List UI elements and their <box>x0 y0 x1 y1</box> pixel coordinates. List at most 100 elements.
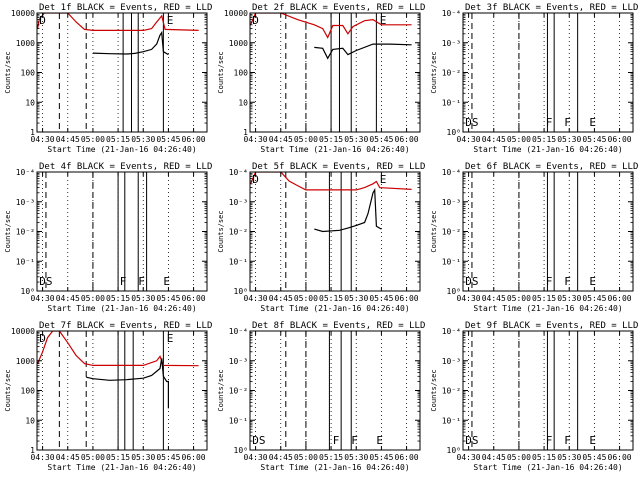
x-tick-label: 05:30 <box>344 135 368 144</box>
y-tick-label: 10⁻¹ <box>229 416 248 425</box>
plot-area: DS F F E <box>465 172 620 291</box>
x-tick-label: 05:00 <box>507 453 531 462</box>
event-marker-label: E <box>380 173 387 186</box>
series-line-lld <box>250 13 412 39</box>
y-tick-label: 10⁻³ <box>229 198 248 207</box>
x-tick-label: 05:00 <box>294 294 318 303</box>
y-tick-label: 10⁻¹ <box>16 257 35 266</box>
y-tick-label: 10⁻⁴ <box>229 168 248 177</box>
x-tick-label: 04:45 <box>482 135 506 144</box>
x-tick-label: 06:00 <box>395 135 419 144</box>
x-tick-label: 05:30 <box>344 294 368 303</box>
x-axis-label: Start Time (21-Jan-16 04:26:40) <box>260 304 409 313</box>
x-tick-label: 05:30 <box>344 453 368 462</box>
plot-area: DS F F E <box>252 331 407 450</box>
y-tick-label: 10⁻³ <box>442 198 461 207</box>
y-tick-label: 10⁰ <box>447 446 461 455</box>
chart-panel-6: Det 6f BLACK = Events, RED = LLD Counts/s… <box>430 162 638 313</box>
chart-panel-8: Det 8f BLACK = Events, RED = LLD Counts/s… <box>217 321 425 472</box>
x-tick-label: 04:30 <box>244 135 268 144</box>
panel-title: Det 5f BLACK = Events, RED = LLD <box>252 162 425 172</box>
series-line-events <box>92 30 169 56</box>
y-tick-label: 10⁰ <box>447 128 461 137</box>
plot-frame <box>462 171 634 292</box>
event-marker-label: E <box>589 434 596 447</box>
panel-title: Det 8f BLACK = Events, RED = LLD <box>252 321 425 331</box>
y-tick-label: 10⁻³ <box>442 357 461 366</box>
event-marker-label: E <box>380 14 387 27</box>
x-tick-label: 06:00 <box>182 135 206 144</box>
plot-frame <box>36 12 208 133</box>
plot-frame <box>462 12 634 133</box>
x-tick-label: 05:30 <box>557 135 581 144</box>
x-axis-label: Start Time (21-Jan-16 04:26:40) <box>260 145 409 154</box>
y-tick-label: 10⁻² <box>442 69 461 78</box>
chart-panel-7: Det 7f BLACK = Events, RED = LLD Counts/s… <box>4 321 212 472</box>
chart-panel-5: Det 5f BLACK = Events, RED = LLD Counts/s… <box>217 162 425 313</box>
x-tick-label: 04:30 <box>244 294 268 303</box>
y-axis-label: Counts/sec <box>4 210 12 252</box>
y-tick-label: 10⁻² <box>229 228 248 237</box>
y-tick-label: 10000 <box>11 9 35 18</box>
panel-title: Det 1f BLACK = Events, RED = LLD <box>39 3 212 13</box>
x-tick-label: 05:15 <box>532 453 556 462</box>
series-line-events <box>86 358 169 409</box>
x-tick-label: 05:15 <box>319 453 343 462</box>
event-marker-label: E <box>163 275 170 288</box>
x-tick-label: 04:30 <box>457 294 481 303</box>
y-tick-label: 10⁻³ <box>229 357 248 366</box>
x-tick-label: 04:30 <box>31 135 55 144</box>
y-tick-label: 10⁻⁴ <box>442 327 461 336</box>
x-tick-label: 05:30 <box>557 453 581 462</box>
event-marker-label: F <box>564 116 571 129</box>
event-marker-label: DS <box>465 275 478 288</box>
event-marker-label: DS <box>252 434 265 447</box>
plot-area: DS F F E <box>39 172 194 291</box>
x-tick-label: 05:00 <box>81 135 105 144</box>
x-tick-label: 06:00 <box>395 294 419 303</box>
x-tick-label: 04:45 <box>269 135 293 144</box>
plot-area: DS F F E <box>465 13 620 132</box>
x-tick-label: 05:15 <box>106 294 130 303</box>
x-tick-label: 04:45 <box>269 453 293 462</box>
x-tick-label: 04:45 <box>56 453 80 462</box>
plot-area: DS F F E <box>465 331 620 450</box>
series-line-lld <box>250 172 412 191</box>
x-tick-label: 05:45 <box>369 294 393 303</box>
event-marker-label: DS <box>465 116 478 129</box>
y-tick-label: 10⁻³ <box>16 198 35 207</box>
event-marker-label: E <box>167 14 174 27</box>
chart-panel-1: Det 1f BLACK = Events, RED = LLD Counts/s… <box>4 3 212 154</box>
plot-frame <box>36 330 208 451</box>
y-axis-label: Counts/sec <box>430 369 438 411</box>
plot-frame <box>249 330 421 451</box>
x-tick-label: 04:45 <box>482 453 506 462</box>
x-tick-label: 04:30 <box>457 135 481 144</box>
y-tick-label: 10000 <box>11 327 35 336</box>
event-marker-label: D <box>252 173 259 186</box>
x-axis-label: Start Time (21-Jan-16 04:26:40) <box>260 463 409 472</box>
y-tick-label: 10⁻¹ <box>442 416 461 425</box>
event-marker-label: D <box>39 332 46 345</box>
x-tick-label: 05:00 <box>81 453 105 462</box>
x-tick-label: 05:00 <box>507 135 531 144</box>
x-tick-label: 05:30 <box>131 294 155 303</box>
x-tick-label: 05:45 <box>156 453 180 462</box>
y-tick-label: 10⁻¹ <box>442 98 461 107</box>
panel-title: Det 4f BLACK = Events, RED = LLD <box>39 162 212 172</box>
x-tick-label: 04:30 <box>31 294 55 303</box>
event-marker-label: E <box>589 275 596 288</box>
x-tick-label: 05:30 <box>557 294 581 303</box>
series-line-lld <box>37 13 199 31</box>
y-tick-label: 1000 <box>16 39 35 48</box>
x-axis-label: Start Time (21-Jan-16 04:26:40) <box>47 304 196 313</box>
x-tick-label: 06:00 <box>608 294 632 303</box>
y-tick-label: 10⁻¹ <box>442 257 461 266</box>
x-tick-label: 05:45 <box>369 135 393 144</box>
y-tick-label: 100 <box>21 387 36 396</box>
chart-panel-9: Det 9f BLACK = Events, RED = LLD Counts/s… <box>430 321 638 472</box>
